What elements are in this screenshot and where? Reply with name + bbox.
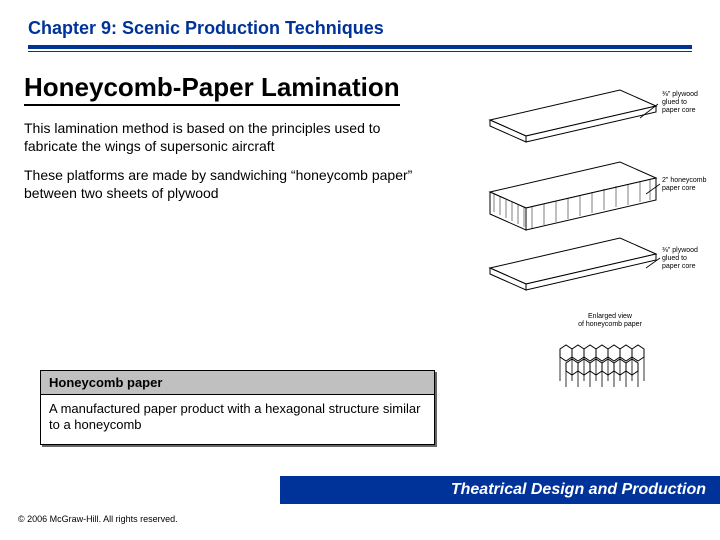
definition-body: A manufactured paper product with a hexa… [41, 395, 434, 444]
header-rule-thick [28, 45, 692, 49]
definition-term: Honeycomb paper [41, 371, 434, 395]
footer-bar: Theatrical Design and Production [280, 476, 720, 504]
body-paragraph-1: This lamination method is based on the p… [24, 120, 424, 155]
diagram-label-bottom: ⅜" plywoodglued topaper core [662, 247, 698, 270]
book-title: Theatrical Design and Production [451, 481, 706, 499]
slide-header: Chapter 9: Scenic Production Techniques [0, 0, 720, 58]
diagram-label-enlarged: Enlarged viewof honeycomb paper [578, 313, 642, 328]
chapter-title: Chapter 9: Scenic Production Techniques [28, 18, 692, 39]
body-paragraph-2: These platforms are made by sandwiching … [24, 167, 424, 202]
diagram-label-mid: 2" honeycombpaper core [662, 177, 707, 192]
page-title: Honeycomb-Paper Lamination [24, 72, 400, 106]
header-rule-thin [28, 51, 692, 52]
diagram-label-top: ⅜" plywoodglued topaper core [662, 91, 698, 114]
lamination-diagram: ⅜" plywoodglued topaper core [480, 72, 708, 402]
definition-box: Honeycomb paper A manufactured paper pro… [40, 370, 435, 445]
copyright-text: © 2006 McGraw-Hill. All rights reserved. [18, 514, 178, 524]
